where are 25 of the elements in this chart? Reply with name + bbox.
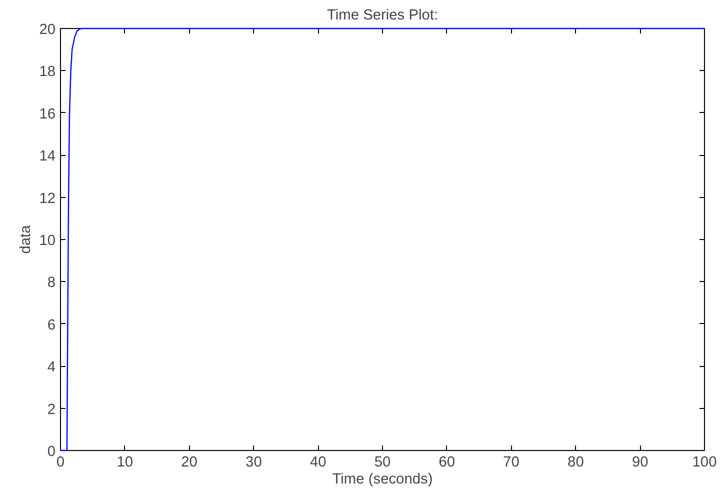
x-tick-label: 50 [374,454,391,470]
y-tick-label: 18 [39,64,56,80]
y-tick-label: 8 [47,275,56,292]
x-axis-title: Time (seconds) [332,472,433,488]
y-tick-label: 20 [39,22,56,38]
y-tick-label: 0 [47,444,56,460]
y-tick-label: 2 [47,402,56,418]
x-tick-label: 10 [116,454,134,470]
x-tick-label: 30 [246,454,262,470]
x-tick-label: 60 [438,454,456,470]
x-tick-label: 40 [310,454,326,470]
y-tick-label: 4 [47,360,56,376]
y-tick-label: 14 [39,148,56,165]
x-tick-label: 100 [692,454,717,470]
x-tick-label: 90 [632,454,648,470]
y-tick-label: 16 [39,106,56,122]
x-tick-label: 70 [503,454,520,470]
y-tick-label: 6 [47,317,56,334]
chart-title: Time Series Plot: [326,8,438,24]
y-tick-label: 12 [39,190,56,207]
y-axis-title: data [18,224,34,254]
line-series [60,28,706,452]
x-tick-label: 20 [181,454,198,470]
y-tick-label: 10 [39,233,56,249]
x-tick-label: 80 [568,454,584,470]
